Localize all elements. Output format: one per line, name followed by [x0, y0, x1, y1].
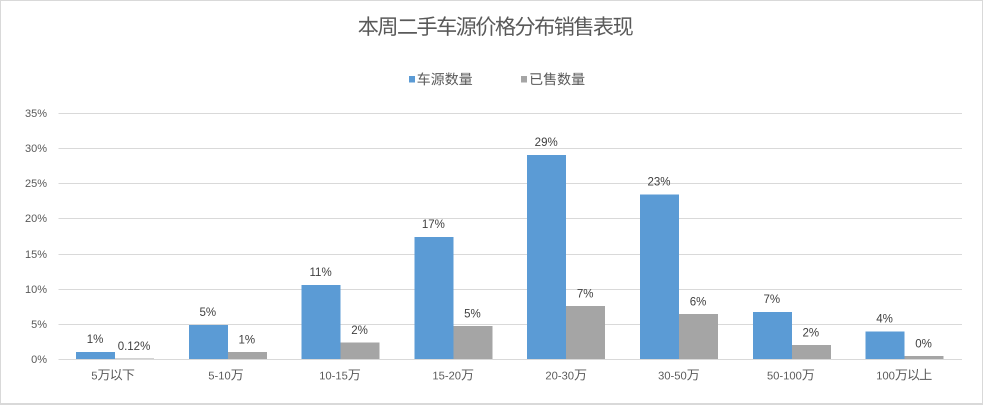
svg-text:25%: 25% [25, 178, 47, 190]
svg-text:15%: 15% [25, 249, 47, 261]
svg-text:7%: 7% [577, 289, 594, 301]
svg-text:29%: 29% [535, 137, 558, 149]
svg-text:30%: 30% [25, 143, 47, 155]
svg-text:0%: 0% [31, 354, 47, 366]
svg-text:7%: 7% [763, 294, 780, 306]
svg-text:5%: 5% [464, 309, 481, 321]
svg-text:1%: 1% [87, 334, 104, 346]
svg-text:23%: 23% [647, 177, 670, 189]
svg-text:2%: 2% [351, 325, 368, 337]
svg-text:4%: 4% [876, 314, 893, 326]
svg-text:1%: 1% [238, 335, 255, 347]
svg-text:10%: 10% [25, 284, 47, 296]
svg-text:5%: 5% [199, 307, 216, 319]
svg-text:2%: 2% [802, 327, 819, 339]
svg-text:0.12%: 0.12% [118, 341, 151, 353]
svg-text:0%: 0% [915, 338, 932, 350]
svg-text:17%: 17% [422, 219, 445, 231]
svg-text:6%: 6% [690, 296, 707, 308]
svg-text:11%: 11% [310, 267, 332, 279]
svg-text:5%: 5% [31, 319, 47, 331]
svg-text:35%: 35% [25, 108, 47, 120]
svg-text:20%: 20% [25, 213, 47, 225]
